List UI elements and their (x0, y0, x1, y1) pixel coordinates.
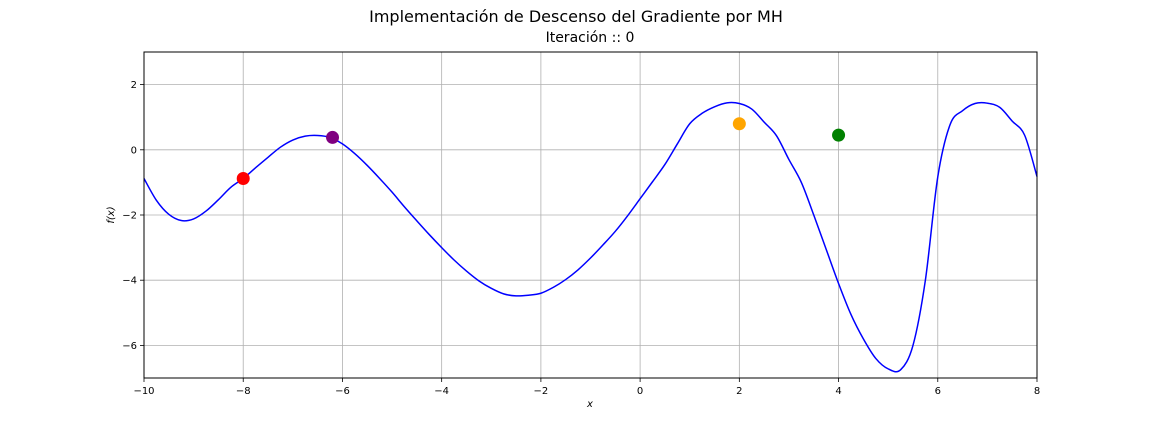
data-point-3 (832, 128, 846, 142)
y-tick-label-4: −6 (122, 341, 137, 352)
y-tick-label-0: 2 (131, 80, 137, 91)
chart-title: Implementación de Descenso del Gradiente… (369, 7, 783, 26)
x-tick-label-0: −10 (133, 386, 154, 397)
x-tick-label-7: 4 (835, 386, 841, 397)
y-axis-label: f(x) (106, 206, 117, 223)
chart-subtitle: Iteración :: 0 (546, 30, 635, 46)
x-tick-label-5: 0 (637, 386, 643, 397)
x-tick-label-1: −8 (236, 386, 251, 397)
points-layer (236, 117, 846, 185)
data-point-1 (326, 130, 340, 144)
x-tick-label-8: 6 (935, 386, 941, 397)
y-tick-label-2: −2 (122, 211, 137, 222)
y-tick-label-1: 0 (131, 145, 137, 156)
grid (144, 52, 1037, 378)
x-axis-label: x (586, 399, 593, 410)
x-tick-label-2: −6 (335, 386, 350, 397)
x-tick-label-3: −4 (434, 386, 449, 397)
data-point-2 (732, 117, 746, 131)
x-tick-label-9: 8 (1034, 386, 1040, 397)
data-point-0 (236, 171, 250, 185)
y-tick-label-3: −4 (122, 276, 137, 287)
x-tick-label-4: −2 (534, 386, 549, 397)
curve-layer (143, 101, 1038, 373)
x-tick-label-6: 2 (736, 386, 742, 397)
ticks: −10 −8 −6 −4 −2 0 2 4 6 8 2 0 −2 −4 −6 (122, 80, 1040, 397)
series-line-0 (143, 101, 1038, 373)
